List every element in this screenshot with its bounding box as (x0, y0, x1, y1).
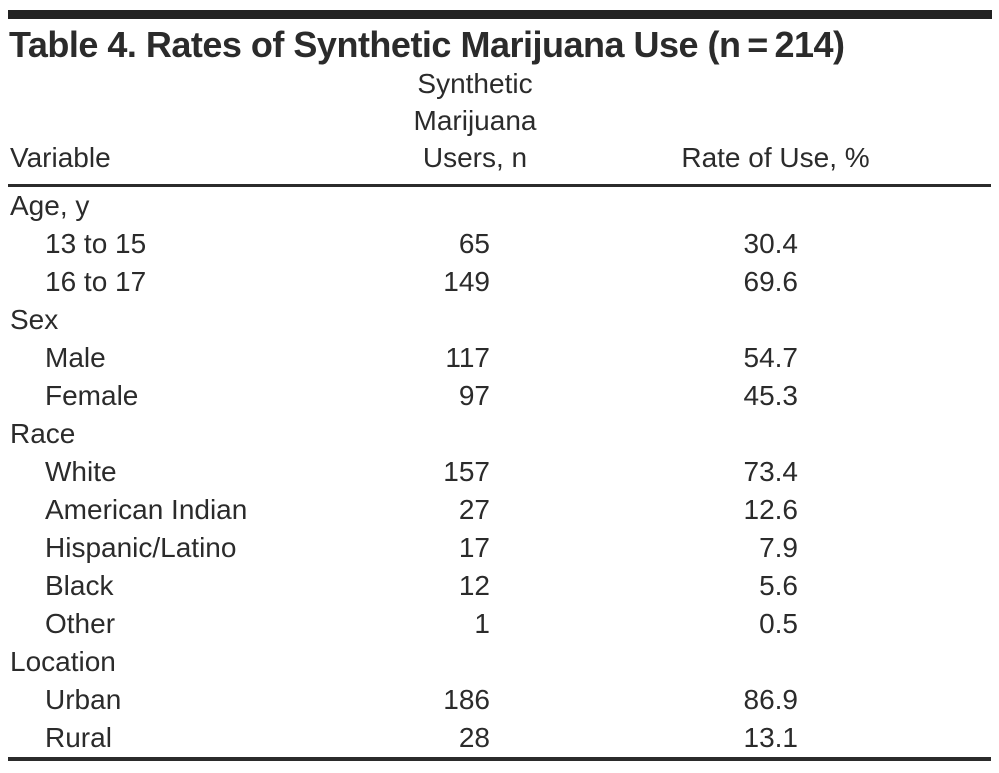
users-cell: 12 (458, 570, 490, 601)
data-table: Variable Synthetic Marijuana Users, n Ra… (8, 65, 991, 761)
variable-cell: Location (10, 646, 116, 677)
col-header-rate: Rate of Use, % (540, 65, 991, 187)
users-cell: 65 (458, 228, 490, 259)
table-top-rule (8, 10, 992, 19)
variable-cell: American Indian (45, 494, 248, 525)
users-cell: 17 (458, 532, 490, 563)
table-row: 13 to 15 65 30.4 (8, 225, 991, 263)
table-row: White 157 73.4 (8, 453, 991, 491)
rate-cell: 54.7 (743, 342, 799, 373)
variable-cell: Sex (10, 304, 59, 335)
col-header-variable: Variable (8, 65, 340, 187)
users-cell: 1 (474, 608, 490, 639)
users-cell (340, 643, 540, 681)
variable-cell: Male (45, 342, 106, 373)
rate-cell: 73.4 (743, 456, 799, 487)
rate-cell (540, 415, 991, 453)
rate-cell: 69.6 (743, 266, 799, 297)
variable-cell: Race (10, 418, 76, 449)
table-row: Rural 28 13.1 (8, 719, 991, 761)
table-row: American Indian 27 12.6 (8, 491, 991, 529)
table-title: Table 4. Rates of Synthetic Marijuana Us… (9, 24, 845, 65)
table-row: Male 117 54.7 (8, 339, 991, 377)
table-row-group-race: Race (8, 415, 991, 453)
rate-cell: 13.1 (540, 719, 991, 761)
rate-cell: 7.9 (759, 532, 798, 563)
variable-cell: Hispanic/Latino (45, 532, 237, 563)
variable-cell: 13 to 15 (45, 228, 147, 259)
col-header-users: Synthetic Marijuana Users, n (340, 65, 540, 187)
header-row: Variable Synthetic Marijuana Users, n Ra… (8, 65, 991, 187)
rate-cell: 30.4 (743, 228, 799, 259)
variable-cell: Other (45, 608, 116, 639)
table-row-group-age: Age, y (8, 186, 991, 226)
users-cell: 27 (458, 494, 490, 525)
rate-cell: 12.6 (743, 494, 799, 525)
users-cell: 149 (443, 266, 490, 297)
table-row: Black 12 5.6 (8, 567, 991, 605)
rate-cell: 5.6 (759, 570, 798, 601)
users-cell (340, 186, 540, 226)
rate-cell: 86.9 (743, 684, 799, 715)
variable-cell: White (45, 456, 117, 487)
table-row: Other 1 0.5 (8, 605, 991, 643)
variable-cell: Age, y (10, 190, 90, 221)
variable-cell: Female (45, 380, 139, 411)
variable-cell: Black (45, 570, 114, 601)
users-cell: 117 (445, 342, 490, 373)
table-row: Hispanic/Latino 17 7.9 (8, 529, 991, 567)
variable-cell: 16 to 17 (45, 266, 147, 297)
users-cell (340, 301, 540, 339)
rate-cell (540, 186, 991, 226)
table-row: Urban 186 86.9 (8, 681, 991, 719)
table-row: 16 to 17 149 69.6 (8, 263, 991, 301)
rate-cell: 0.5 (759, 608, 798, 639)
table-row: Female 97 45.3 (8, 377, 991, 415)
table-row-group-sex: Sex (8, 301, 991, 339)
rate-cell (540, 643, 991, 681)
users-cell: 157 (443, 456, 490, 487)
users-cell: 97 (458, 380, 490, 411)
users-cell: 186 (443, 684, 490, 715)
users-cell: 28 (340, 719, 540, 761)
variable-cell: Rural (8, 719, 340, 761)
table-row-group-location: Location (8, 643, 991, 681)
rate-cell: 45.3 (743, 380, 799, 411)
variable-cell: Urban (45, 684, 122, 715)
rate-cell (540, 301, 991, 339)
users-cell (340, 415, 540, 453)
